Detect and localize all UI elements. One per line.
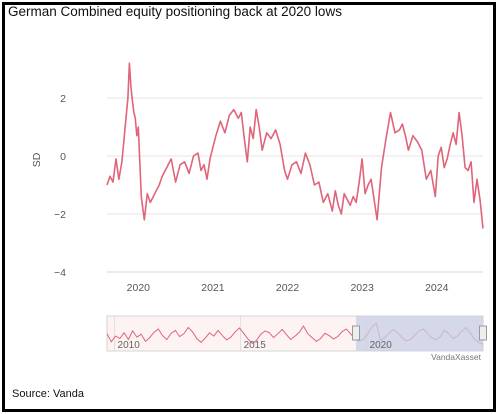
navigator-tick-label: 2015 bbox=[244, 340, 267, 351]
chart-title: German Combined equity positioning back … bbox=[8, 4, 342, 19]
navigator-left-handle[interactable] bbox=[351, 325, 360, 341]
y-tick-label: −2 bbox=[54, 209, 66, 221]
series-line bbox=[106, 62, 484, 229]
y-tick-label: −4 bbox=[54, 267, 66, 279]
navigator-selection[interactable] bbox=[355, 316, 483, 351]
x-tick-label: 2023 bbox=[350, 282, 374, 294]
source-note: Source: Vanda bbox=[12, 388, 84, 400]
y-axis-label: SD bbox=[31, 152, 43, 167]
x-tick-label: 2022 bbox=[276, 282, 300, 294]
x-tick-label: 2024 bbox=[425, 282, 449, 294]
navigator[interactable]: 2010 2015 2020 VandaXasset bbox=[106, 315, 487, 362]
y-axis-ticks: 2 0 −2 −4 bbox=[54, 93, 66, 279]
x-tick-label: 2020 bbox=[127, 282, 151, 294]
navigator-right-handle[interactable] bbox=[479, 325, 487, 341]
navigator-tick-label: 2020 bbox=[370, 340, 393, 351]
y-tick-label: 2 bbox=[60, 93, 66, 105]
x-tick-label: 2021 bbox=[201, 282, 225, 294]
navigator-tick-label: 2010 bbox=[118, 340, 141, 351]
x-axis-ticks: 2020 2021 2022 2023 2024 bbox=[127, 282, 449, 294]
gridlines bbox=[107, 97, 483, 273]
chart-credit[interactable]: VandaXasset bbox=[431, 352, 482, 362]
y-tick-label: 0 bbox=[60, 151, 66, 163]
